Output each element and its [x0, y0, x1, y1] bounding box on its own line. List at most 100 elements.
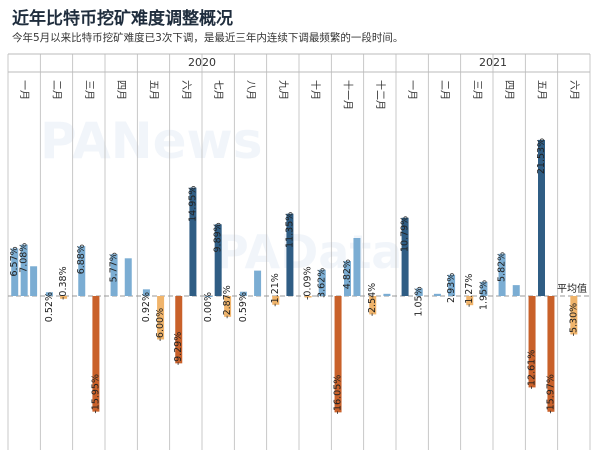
bar — [286, 213, 294, 296]
bar-value-label: 6.88% — [76, 244, 87, 274]
bar-value-label: 0.00% — [203, 292, 214, 322]
bar-value-label: 6.57% — [9, 246, 20, 276]
bar — [78, 246, 86, 296]
bar-value-label: 0.92% — [141, 292, 152, 322]
bar — [30, 266, 38, 296]
month-label: 一月 — [18, 80, 30, 100]
bar — [157, 296, 165, 340]
bar — [304, 296, 312, 298]
bar-value-label: 3.62% — [317, 268, 328, 298]
bar — [334, 296, 342, 413]
year-label: 2021 — [479, 56, 507, 69]
bar-value-label: 21.53% — [536, 138, 547, 174]
bar-value-label: -1.27% — [464, 274, 475, 308]
bar — [547, 296, 555, 412]
bar-value-label: 0.59% — [238, 292, 249, 322]
month-label: 四月 — [503, 80, 515, 100]
month-label: 十月 — [309, 80, 322, 100]
month-label: 十二月 — [374, 80, 387, 110]
bar — [189, 187, 197, 296]
month-label: 四月 — [115, 80, 127, 100]
bar-value-label: 1.95% — [478, 280, 489, 310]
bar-value-label: -5.30% — [568, 303, 579, 337]
bars-layer — [11, 139, 578, 413]
bar-value-label: -16.05% — [333, 375, 344, 415]
bar — [344, 261, 351, 296]
bar — [448, 274, 456, 296]
month-label: 七月 — [212, 80, 224, 100]
month-label: 三月 — [471, 80, 483, 100]
bar-value-label: 11.35% — [284, 212, 295, 248]
bar — [369, 296, 377, 315]
bar-value-label: 14.95% — [187, 186, 198, 222]
month-label: 十一月 — [342, 80, 355, 110]
bar — [433, 293, 441, 296]
bar — [45, 292, 53, 296]
bar-value-label: 1.05% — [414, 286, 425, 316]
month-label: 六月 — [568, 80, 580, 100]
bar — [466, 296, 474, 306]
watermark-1: PANews — [40, 112, 262, 170]
bar-value-label: -2.54% — [367, 283, 378, 317]
bar — [11, 248, 19, 296]
grid-layer — [7, 53, 591, 450]
bar-value-label: -15.97% — [545, 374, 556, 414]
bar — [401, 217, 409, 296]
bar — [110, 254, 118, 296]
bar — [254, 270, 262, 296]
bar — [224, 296, 232, 317]
month-label: 九月 — [277, 80, 289, 100]
bar-value-label: 0.52% — [44, 292, 55, 322]
bar — [383, 293, 391, 296]
bar-value-label: -0.09% — [303, 266, 314, 300]
month-label: 八月 — [245, 80, 257, 100]
bar-value-label: 10.79% — [400, 216, 411, 252]
bar — [415, 288, 423, 296]
bar-value-label: -6.00% — [155, 308, 166, 342]
bar — [272, 296, 280, 305]
chart-subtitle: 今年5月以来比特币挖矿难度已3次下调，是最近三年内连续下调最频繁的一段时间。 — [12, 32, 404, 44]
bar — [214, 224, 222, 296]
year-label: 2020 — [188, 56, 216, 69]
bar-value-label: -15.95% — [90, 374, 101, 414]
bar-value-label: -1.21% — [270, 273, 281, 307]
month-label: 三月 — [83, 80, 95, 100]
month-label: 六月 — [180, 80, 192, 100]
month-label: 二月 — [51, 80, 63, 100]
bar-value-label: 2.93% — [446, 273, 457, 303]
bar-value-label: -0.38% — [58, 266, 69, 300]
bar — [538, 139, 545, 296]
month-label: 五月 — [148, 80, 160, 100]
bar — [570, 296, 578, 335]
bar — [20, 244, 28, 296]
bar — [480, 281, 488, 296]
bar — [205, 296, 213, 297]
bar — [92, 296, 100, 412]
watermark-2: PAData — [215, 225, 402, 279]
bar-value-label: 7.08% — [19, 243, 30, 273]
bar — [142, 289, 150, 296]
bar-value-label: 4.82% — [342, 259, 353, 289]
bar — [239, 291, 247, 296]
bar — [318, 269, 326, 296]
bar — [512, 285, 520, 296]
bar-value-label: -12.61% — [527, 350, 538, 390]
bar-value-label: 9.89% — [213, 222, 224, 252]
bar-value-label: -2.87% — [222, 285, 233, 319]
bar — [124, 258, 132, 296]
bar-value-label: 5.77% — [109, 252, 120, 282]
bar — [353, 238, 361, 296]
month-label: 五月 — [536, 80, 548, 100]
month-label: 一月 — [406, 80, 418, 100]
average-label: 平均值 — [557, 282, 587, 295]
bar — [175, 296, 183, 364]
bar-value-label: -9.29% — [173, 332, 184, 366]
chart-title: 近年比特币挖矿难度调整概况 — [12, 9, 233, 29]
month-label: 二月 — [439, 80, 451, 100]
bar — [498, 253, 506, 296]
bar-value-label: 5.82% — [497, 252, 508, 282]
bar — [528, 296, 536, 388]
bar — [60, 296, 68, 299]
